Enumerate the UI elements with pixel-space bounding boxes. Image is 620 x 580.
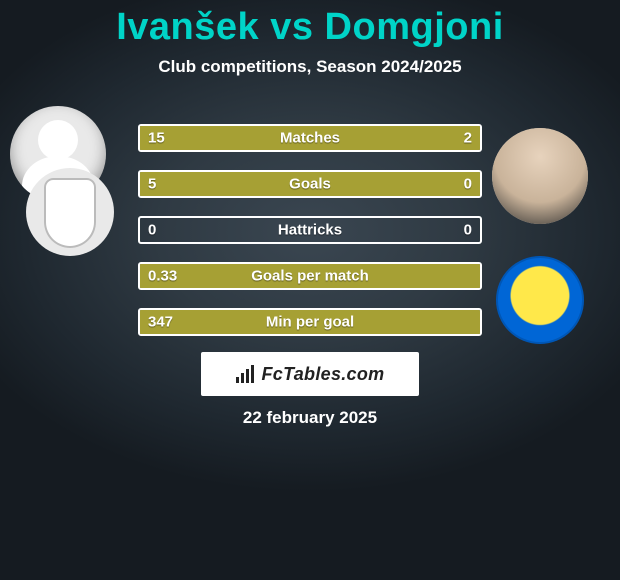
stat-row: 347 Min per goal [138,308,482,336]
stat-label: Goals [289,176,331,193]
stat-value-left: 15 [148,130,165,147]
stat-row: 5 Goals 0 [138,170,482,198]
watermark-text: FcTables.com [262,364,385,385]
stat-value-left: 347 [148,314,173,331]
date: 22 february 2025 [0,408,620,428]
page-title: Ivanšek vs Domgjoni [0,0,620,49]
stat-value-right: 0 [464,222,472,239]
stat-label: Hattricks [278,222,342,239]
stat-value-right: 2 [464,130,472,147]
stats-bars: 15 Matches 2 5 Goals 0 0 Hattricks 0 0.33 Goals pe… [138,124,482,354]
player-left-club-badge [26,168,114,256]
stat-value-right: 0 [464,176,472,193]
bars-chart-icon [236,365,256,383]
stat-row: 15 Matches 2 [138,124,482,152]
stat-value-left: 5 [148,176,156,193]
stat-label: Matches [280,130,340,147]
page-background: Ivanšek vs Domgjoni Club competitions, S… [0,0,620,580]
silhouette-head-icon [38,120,78,160]
player-right-club-badge [496,256,584,344]
stat-value-left: 0 [148,222,156,239]
stat-value-left: 0.33 [148,268,177,285]
stat-row: 0 Hattricks 0 [138,216,482,244]
player-right-avatar [492,128,588,224]
stat-label: Goals per match [251,268,369,285]
player-photo-icon [492,128,588,224]
watermark: FcTables.com [201,352,419,396]
shield-icon [44,178,96,248]
page-subtitle: Club competitions, Season 2024/2025 [0,57,620,77]
stat-row: 0.33 Goals per match [138,262,482,290]
stat-label: Min per goal [266,314,354,331]
stat-fill-left [140,126,395,150]
